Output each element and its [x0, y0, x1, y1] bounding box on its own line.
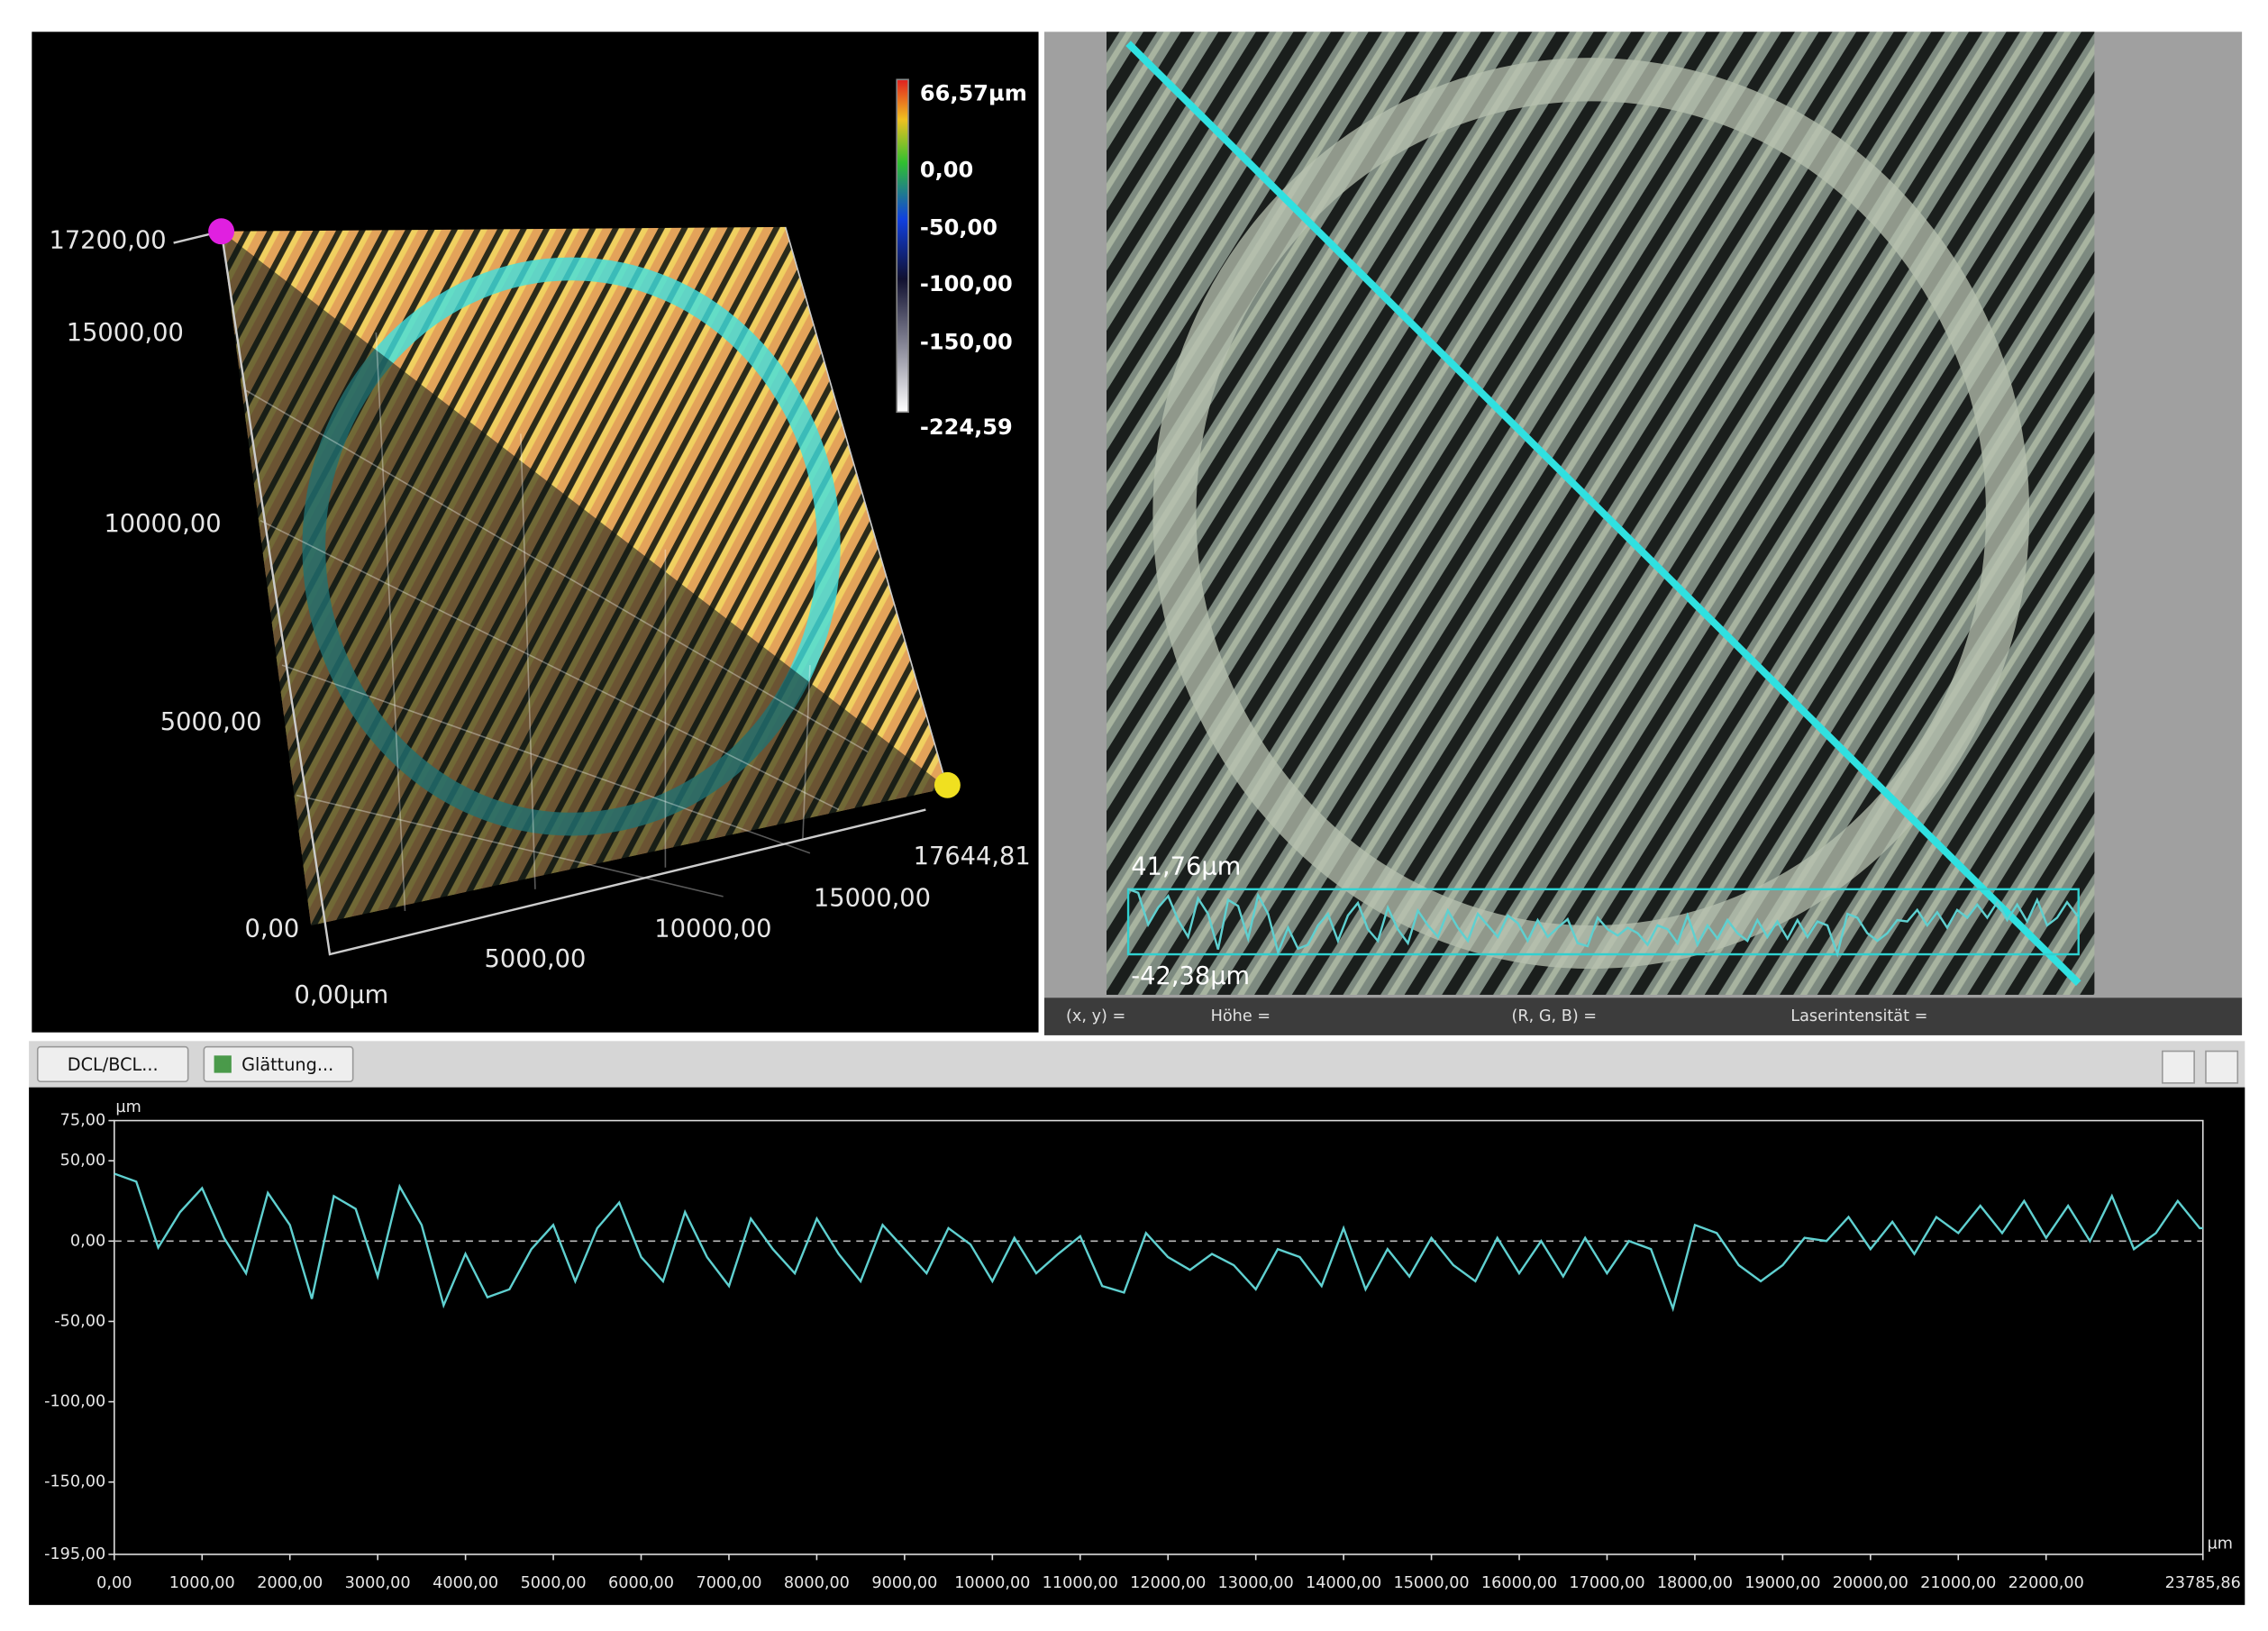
x-tick-label: 3000,00: [345, 1574, 411, 1592]
x-tick-label: 18000,00: [1657, 1574, 1733, 1592]
status-item: (x, y) =: [1066, 1007, 1125, 1025]
colorbar-label: 0,00: [920, 157, 973, 182]
x-tick-label: 2000,00: [257, 1574, 323, 1592]
profile-line: [114, 1172, 2203, 1313]
y-tick-label: 0,00: [70, 1232, 105, 1250]
plot-frame: [114, 1119, 2204, 1555]
colorbar-label: -150,00: [920, 329, 1013, 354]
y-tick-label: 75,00: [60, 1112, 106, 1130]
x3d-label: 0,00µm: [295, 981, 389, 1009]
status-item: (R, G, B) =: [1511, 1007, 1597, 1025]
y-tick-label: -195,00: [44, 1545, 105, 1563]
x-tick-label: 16000,00: [1481, 1574, 1557, 1592]
x-tick-label: 8000,00: [784, 1574, 850, 1592]
x-tick-label: 15000,00: [1393, 1574, 1469, 1592]
y3d-label: 15000,00: [67, 319, 184, 347]
axis-box: [173, 230, 926, 956]
button-icon: [214, 1055, 232, 1073]
x-tick-label: 13000,00: [1218, 1574, 1294, 1592]
x-tick-label: 11000,00: [1043, 1574, 1118, 1592]
profile-start[interactable]: [208, 218, 235, 245]
x-tick-label: 21000,00: [1920, 1574, 1996, 1592]
inset-profile: [1127, 888, 2079, 958]
restore-button[interactable]: [2205, 1050, 2239, 1084]
x3d-label: 15000,00: [814, 885, 931, 913]
x-unit: µm: [2208, 1535, 2233, 1554]
colorbar-label: -224,59: [920, 415, 1013, 440]
axis-box: [784, 226, 949, 788]
status-item: Höhe =: [1211, 1007, 1271, 1025]
status-item: Laserintensität =: [1790, 1007, 1927, 1025]
button-label[interactable]: Glättung...: [241, 1054, 333, 1075]
profile-inset: [1126, 888, 2080, 956]
status-bar: [1043, 998, 2243, 1035]
toolbar: [29, 1041, 2245, 1088]
profile-chart: [29, 1087, 2245, 1606]
x-tick-label: 22000,00: [2008, 1574, 2084, 1592]
y-tick-label: -150,00: [44, 1473, 105, 1491]
x-tick-label: 17000,00: [1569, 1574, 1644, 1592]
surface-shade: [221, 231, 948, 925]
x3d-label: 5000,00: [485, 945, 587, 973]
x-tick-label: 10000,00: [954, 1574, 1030, 1592]
x3d-label: 17644,81: [914, 843, 1031, 870]
x-tick-label: 19000,00: [1744, 1574, 1820, 1592]
y3d-label: 5000,00: [160, 708, 262, 736]
x-tick-label: 14000,00: [1306, 1574, 1381, 1592]
x-tick-label: 5000,00: [521, 1574, 587, 1592]
minimize-button[interactable]: [2162, 1050, 2195, 1084]
x-tick-label: 7000,00: [696, 1574, 761, 1592]
profile-line[interactable]: [1125, 41, 2081, 986]
x-tick-label: 9000,00: [871, 1574, 937, 1592]
ring: [1152, 58, 2030, 970]
inset-min: -42,38µm: [1131, 962, 1250, 990]
x-tick-label: 20000,00: [1833, 1574, 1908, 1592]
y3d-label: 0,00: [245, 915, 300, 943]
profile-end[interactable]: [934, 771, 961, 798]
colorbar-label: -100,00: [920, 271, 1013, 296]
y3d-label: 10000,00: [104, 510, 221, 538]
y-tick-label: -100,00: [44, 1393, 105, 1411]
button-label[interactable]: DCL/BCL...: [68, 1054, 159, 1075]
x-tick-label: 23785,86: [2165, 1574, 2241, 1592]
colorbar-label: -50,00: [920, 215, 997, 241]
button[interactable]: [203, 1045, 354, 1083]
x3d-label: 10000,00: [654, 915, 771, 943]
colorbar: [896, 78, 909, 414]
button[interactable]: [36, 1045, 189, 1083]
y3d-label: 17200,00: [49, 226, 166, 254]
x-tick-label: 1000,00: [169, 1574, 235, 1592]
x-tick-label: 6000,00: [608, 1574, 674, 1592]
y-tick-label: -50,00: [54, 1312, 105, 1330]
y-unit: µm: [115, 1098, 141, 1116]
colorbar-label: 66,57µm: [920, 80, 1027, 105]
inset-max: 41,76µm: [1131, 852, 1241, 880]
x-tick-label: 4000,00: [433, 1574, 498, 1592]
x-tick-label: 0,00: [96, 1574, 132, 1592]
x-tick-label: 12000,00: [1130, 1574, 1206, 1592]
surface-grid: [245, 333, 869, 911]
y-tick-label: 50,00: [60, 1152, 106, 1170]
